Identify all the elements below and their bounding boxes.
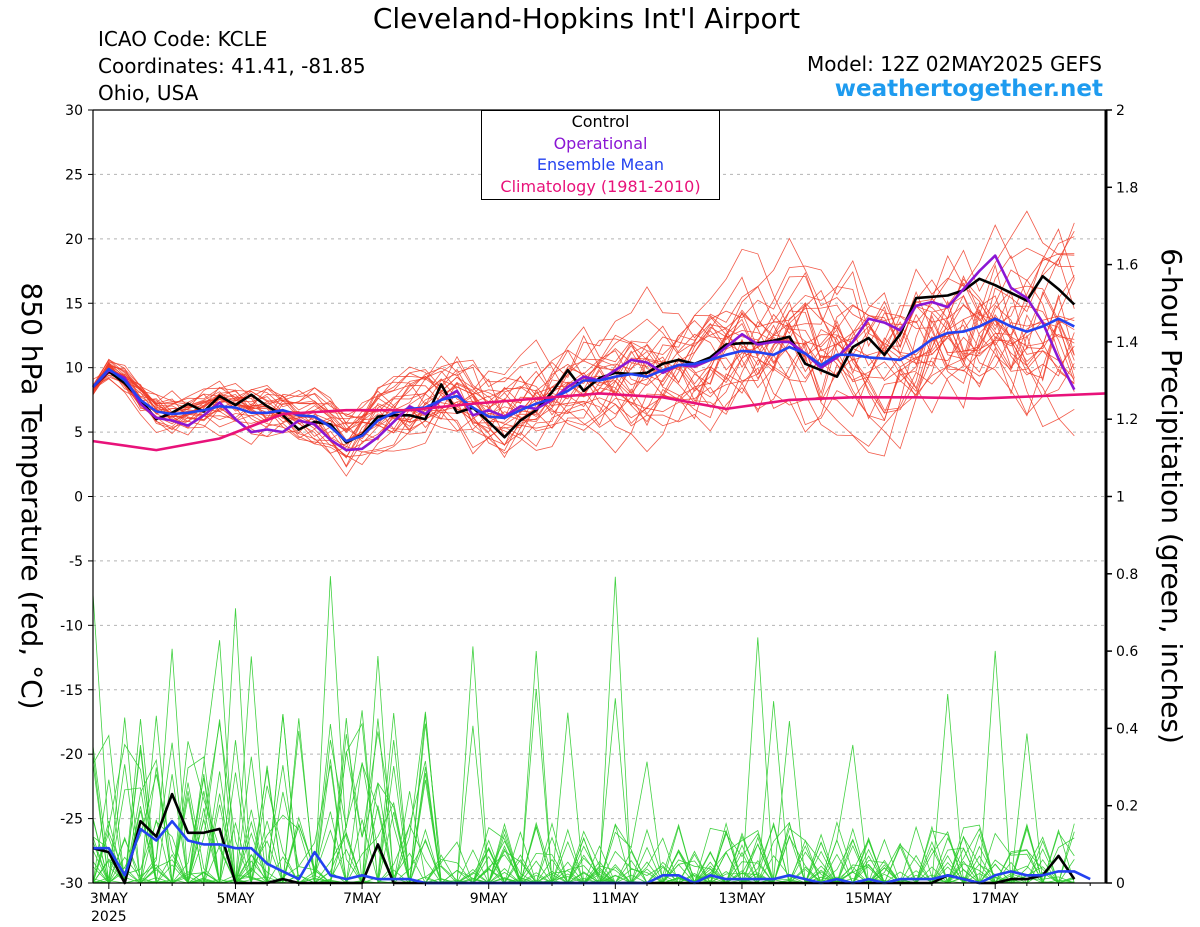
temp-member-line [92,263,1075,459]
y-left-tick-label: -10 [60,618,83,634]
x-tick-year-label: 2025 [91,909,127,925]
y-right-tick-label: 0 [1116,876,1125,892]
y-right-tick-label: 1 [1116,490,1125,506]
temp-member-line [92,314,1075,433]
precip-member-line [93,712,1075,884]
y-left-tick-label: 20 [65,232,83,248]
region: Ohio, USA [98,81,199,105]
x-tick-label: 15MAY [845,891,892,907]
climatology-temp-line [92,392,1107,452]
model-run: Model: 12Z 02MAY2025 GEFS [807,52,1102,76]
y-left-tick-label: 30 [65,103,83,119]
y-right-axis-title: 6-hour Precipitation (green, inches) [1155,248,1188,744]
y-right-tick-label: 0.6 [1116,644,1138,660]
y-right-tick-label: 1.4 [1116,335,1138,351]
y-left-tick-label: -5 [69,554,83,570]
legend-climatology: Climatology (1981-2010) [500,176,701,196]
y-right-tick-label: 0.4 [1116,721,1138,737]
y-right-tick-label: 0.2 [1116,799,1138,815]
x-tick-label: 17MAY [972,891,1019,907]
y-left-tick-label: 0 [74,490,83,506]
temp-member-line [92,231,1075,458]
y-left-axis-title: 850 hPa Temperature (red, °C) [15,282,48,709]
y-left-tick-label: 10 [65,361,83,377]
y-right-tick-label: 1.2 [1116,412,1138,428]
y-left-tick-label: -30 [60,876,83,892]
temp-member-line [92,210,1075,441]
icao-code: ICAO Code: KCLE [98,27,268,51]
legend-ensemble-mean: Ensemble Mean [536,155,665,174]
y-left-tick-label: -20 [60,747,83,763]
control-temp-line [92,274,1076,444]
y-right-tick-label: 2 [1116,103,1125,119]
chart-title: Cleveland-Hopkins Int'l Airport [372,2,801,35]
legend: Control Operational Ensemble Mean Climat… [481,110,720,200]
x-tick-label: 5MAY [216,891,254,907]
precip-member-line [93,710,1075,885]
legend-control: Control [571,112,630,131]
y-left-tick-label: 5 [74,425,83,441]
operational-temp-line [92,254,1076,452]
y-left-tick-label: 15 [65,296,83,312]
x-tick-label: 9MAY [470,891,508,907]
coordinates: Coordinates: 41.41, -81.85 [98,54,366,78]
ensemble-mean-temp-line [92,317,1075,443]
y-right-tick-label: 1.8 [1116,180,1138,196]
y-left-tick-label: 25 [65,167,83,183]
y-right-tick-label: 1.6 [1116,258,1138,274]
y-right-tick-label: 0.8 [1116,567,1138,583]
x-tick-label: 11MAY [592,891,639,907]
x-tick-label: 3MAY [90,891,128,907]
y-left-tick-label: -25 [60,812,83,828]
temp-member-line [92,279,1075,455]
legend-operational: Operational [553,133,648,153]
site-link[interactable]: weathertogether.net [834,76,1103,102]
x-tick-label: 7MAY [343,891,381,907]
temp-member-line [92,275,1075,434]
x-tick-label: 13MAY [718,891,765,907]
y-left-tick-label: -15 [60,683,83,699]
